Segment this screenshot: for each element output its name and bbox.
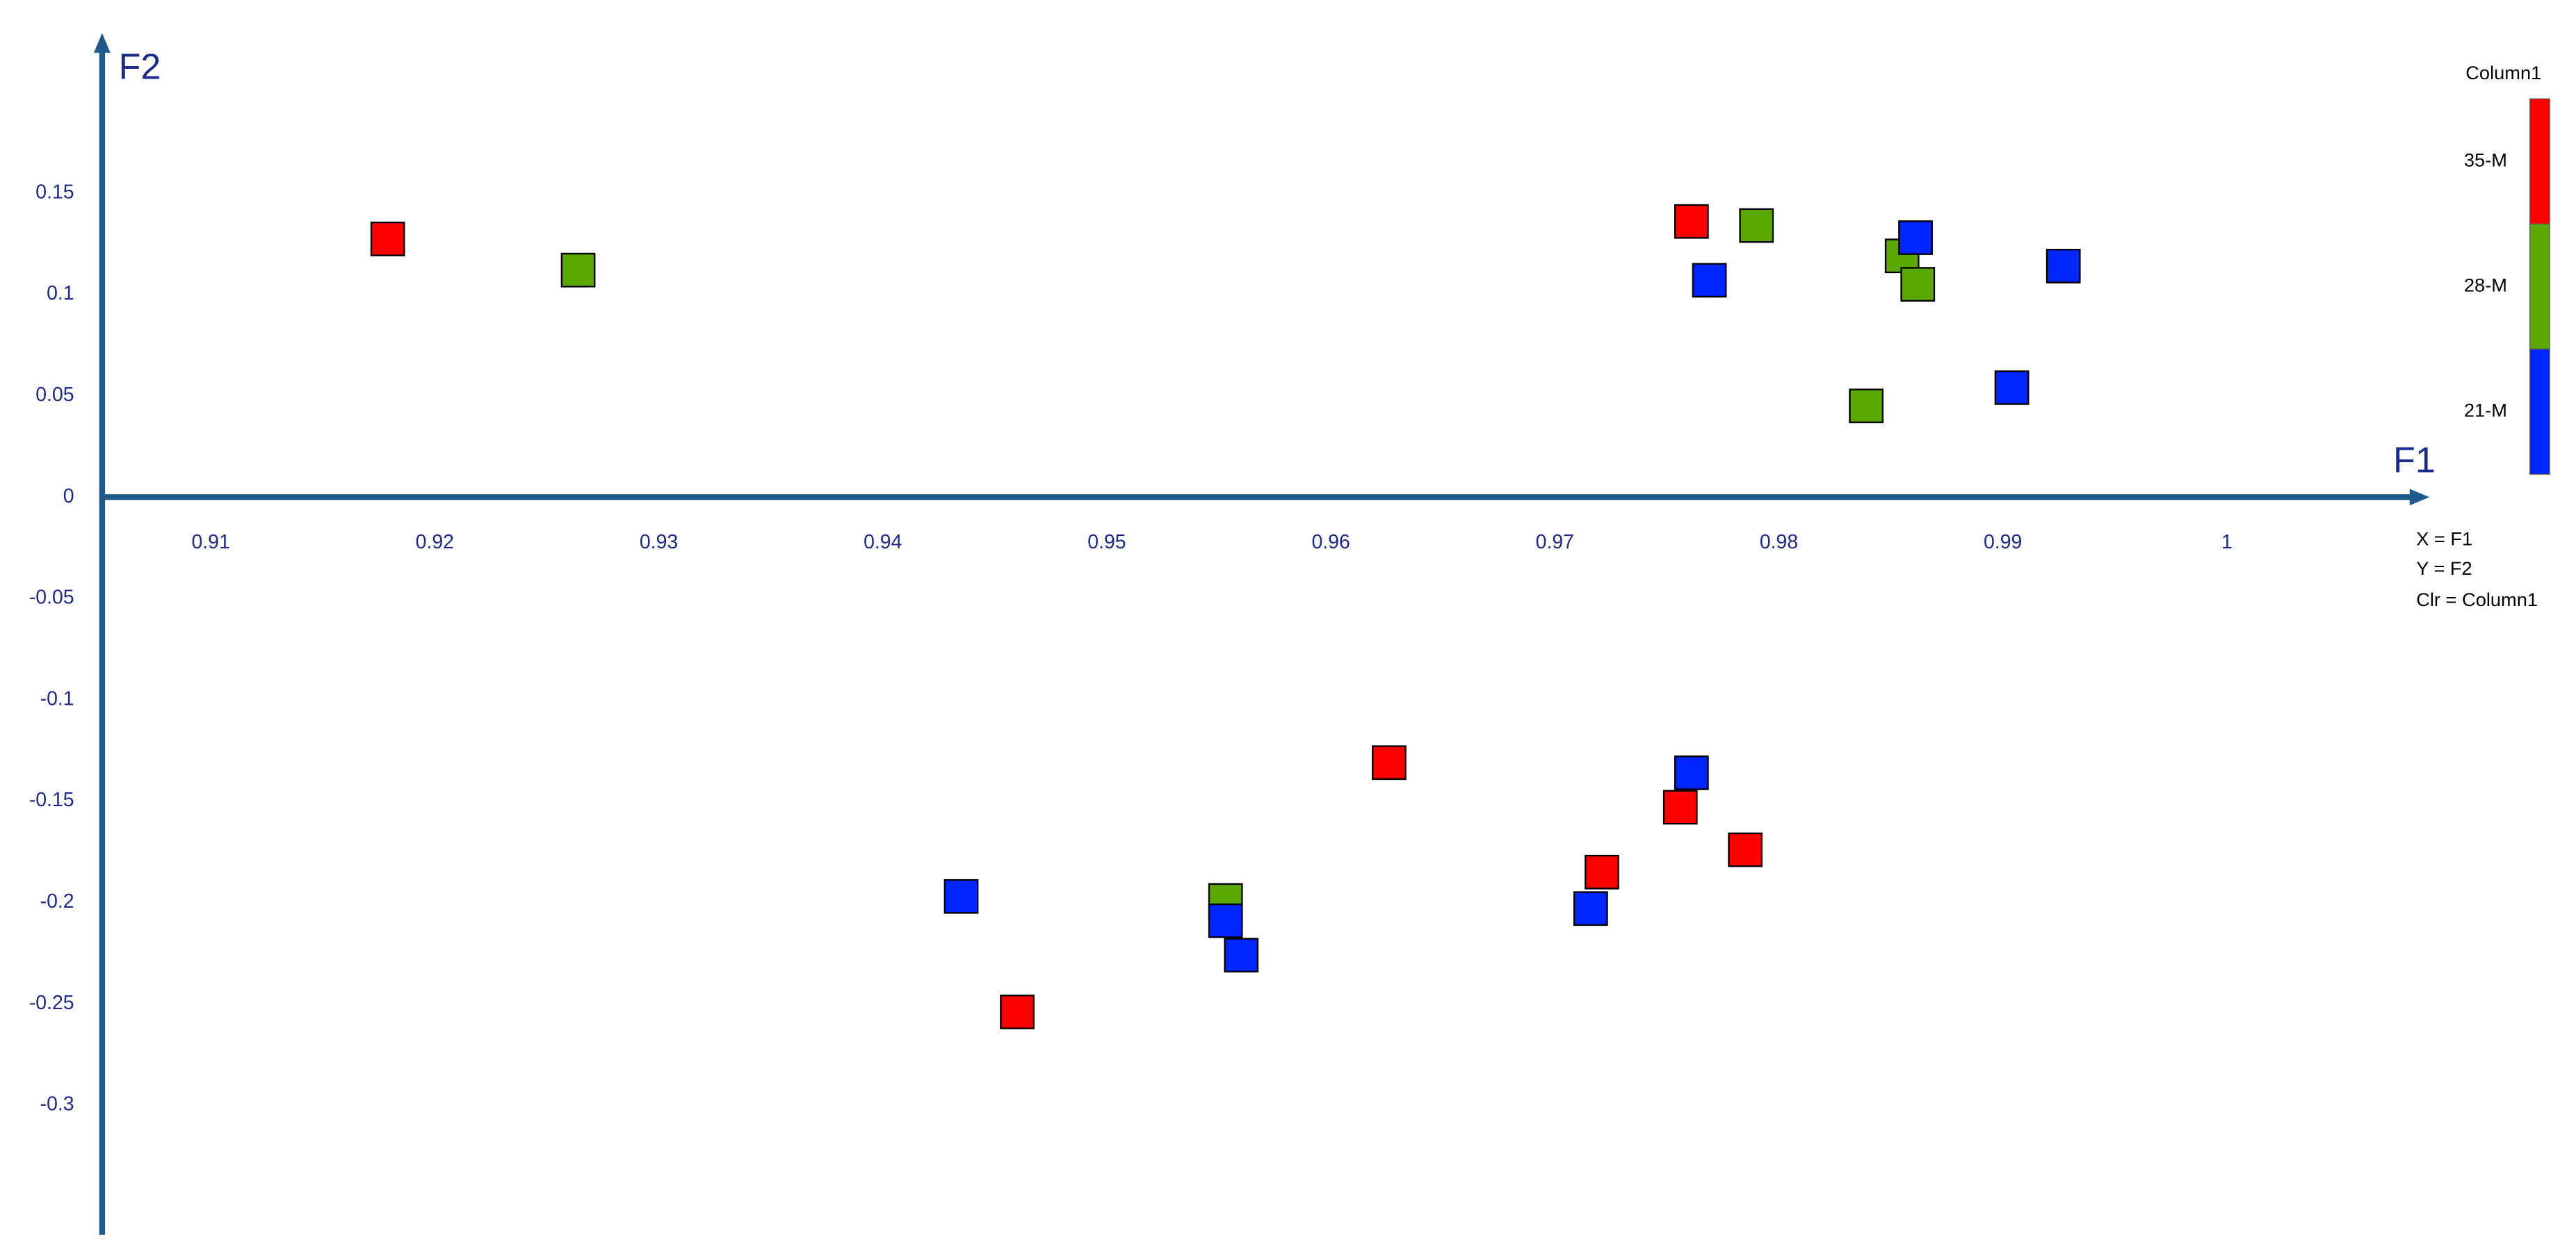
point xyxy=(1900,267,1936,302)
legend-swatch xyxy=(2529,98,2550,224)
x-tick-label: 0.94 xyxy=(864,531,902,553)
x-tick-label: 0.99 xyxy=(1984,531,2022,553)
legend-label: 28-M xyxy=(2464,274,2507,295)
point xyxy=(1662,790,1698,825)
y-axis-arrow xyxy=(94,33,111,53)
y-tick-label: 0 xyxy=(63,485,74,507)
point xyxy=(2046,248,2081,284)
note: Clr = Column1 xyxy=(2416,589,2538,610)
point xyxy=(1739,208,1774,243)
y-tick-label: -0.2 xyxy=(40,890,74,913)
point xyxy=(1692,263,1727,298)
x-tick-label: 0.98 xyxy=(1760,531,1798,553)
legend-swatch xyxy=(2529,348,2550,475)
y-tick-label: -0.1 xyxy=(40,687,74,710)
y-tick-label: -0.15 xyxy=(29,789,74,811)
y-tick-label: 0.15 xyxy=(35,181,74,203)
y-tick-label: -0.3 xyxy=(40,1093,74,1116)
point xyxy=(943,879,979,914)
point xyxy=(560,252,596,288)
y-axis-title: F2 xyxy=(119,47,161,87)
x-tick-label: 0.92 xyxy=(416,531,454,553)
point xyxy=(1994,370,2030,405)
point xyxy=(1224,938,1259,973)
point xyxy=(1728,832,1763,867)
point xyxy=(1585,854,1619,890)
point xyxy=(1674,755,1709,790)
x-tick-label: 0.93 xyxy=(640,531,678,553)
x-tick-label: 0.97 xyxy=(1536,531,1574,553)
point xyxy=(1573,891,1608,926)
point xyxy=(1372,745,1407,781)
legend-label: 35-M xyxy=(2464,149,2507,170)
x-axis-arrow xyxy=(2409,489,2430,506)
note: X = F1 xyxy=(2416,528,2472,549)
x-tick-label: 0.91 xyxy=(191,531,229,553)
point xyxy=(1208,903,1243,938)
legend-label: 21-M xyxy=(2464,400,2507,421)
note: Y = F2 xyxy=(2416,557,2472,579)
legend-swatch xyxy=(2529,223,2550,350)
point xyxy=(370,221,405,256)
point xyxy=(1849,389,1884,423)
y-tick-label: 0.05 xyxy=(35,384,74,406)
legend-title: Column1 xyxy=(2465,62,2541,83)
x-axis-title: F1 xyxy=(2393,441,2436,481)
x-tick-label: 1 xyxy=(2221,531,2233,553)
y-tick-label: 0.1 xyxy=(47,282,74,304)
x-tick-label: 0.95 xyxy=(1087,531,1126,553)
y-tick-label: -0.25 xyxy=(29,992,74,1014)
point xyxy=(1674,204,1709,239)
point xyxy=(1000,995,1035,1029)
y-tick-label: -0.05 xyxy=(29,587,74,609)
x-tick-label: 0.96 xyxy=(1311,531,1350,553)
point xyxy=(1898,220,1933,255)
